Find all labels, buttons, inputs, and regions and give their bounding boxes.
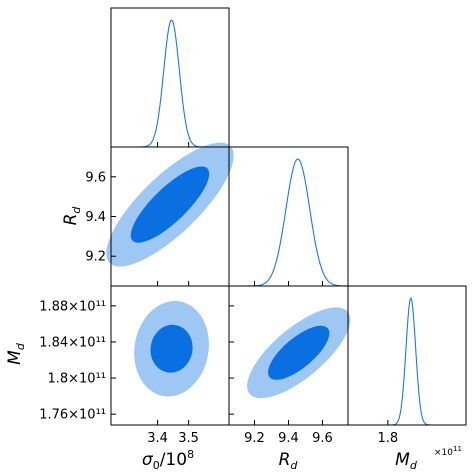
contour-inner-sigma0-Md xyxy=(150,324,193,373)
tick-labels: 3.4 3.5 9.2 9.4 9.6 1.8 9.2 9.4 9.6 1.76×10¹¹ 1.8×… xyxy=(39,170,398,446)
x-tick-label-Rd: 9.2 xyxy=(244,431,265,446)
panel-frame-1-1 xyxy=(228,146,349,287)
contour-fills xyxy=(106,142,351,399)
x-tick-label-sigma0: 3.4 xyxy=(147,431,168,446)
y-tick-label-Md: 1.76×10¹¹ xyxy=(39,408,106,423)
marginal-Rd xyxy=(229,158,349,287)
tick-marks xyxy=(111,142,389,425)
marginal-Md xyxy=(348,296,466,426)
y-tick-label-Rd: 9.2 xyxy=(85,250,106,265)
x-tick-label-Md: 1.8 xyxy=(378,431,399,446)
x-tick-label-Rd: 9.6 xyxy=(312,431,333,446)
y-tick-label-Md: 1.8×10¹¹ xyxy=(47,372,106,387)
y-axis-label-Md: Md xyxy=(5,342,27,365)
panel-frame-2-2 xyxy=(347,285,467,426)
contour-inner-sigma0-Rd xyxy=(130,166,210,243)
y-tick-label-Md: 1.88×10¹¹ xyxy=(39,299,106,314)
y-axis-label-Rd: Rd xyxy=(61,206,83,226)
x-exponent-label-Md: ×1011 xyxy=(434,445,462,458)
x-axis-label-sigma0: σ0/108 xyxy=(142,448,194,472)
y-tick-label-Md: 1.84×10¹¹ xyxy=(39,335,106,350)
contour-inner-Rd-Md xyxy=(268,325,330,380)
panel-frame-0-0 xyxy=(110,7,230,148)
x-tick-label-Rd: 9.4 xyxy=(278,431,299,446)
marginal-sigma0 xyxy=(111,19,229,148)
y-tick-label-Rd: 9.6 xyxy=(85,170,106,185)
x-tick-label-sigma0: 3.5 xyxy=(178,431,199,446)
y-tick-label-Rd: 9.4 xyxy=(85,210,106,225)
x-axis-label-Rd: Rd xyxy=(279,450,299,472)
x-axis-label-Md: Md xyxy=(395,450,418,472)
